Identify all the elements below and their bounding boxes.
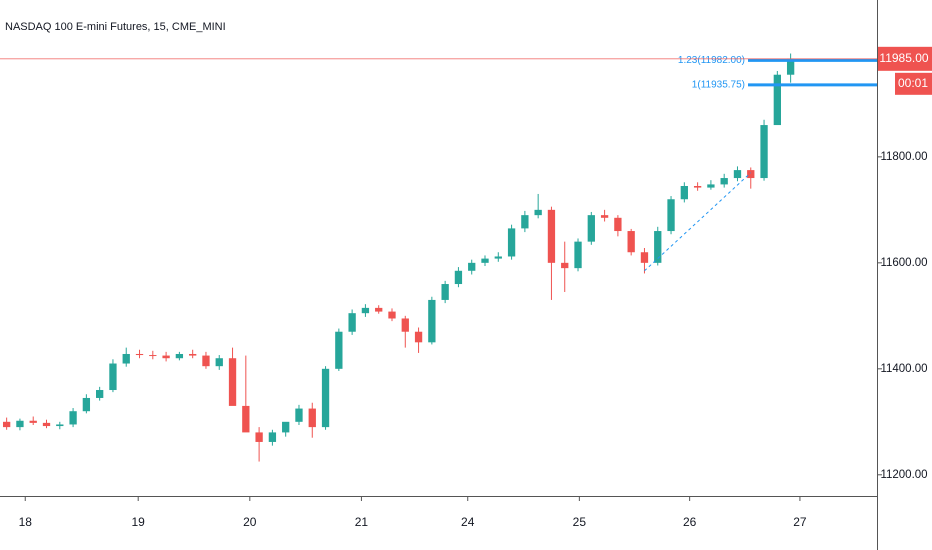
y-tick-label: 11400.00 xyxy=(880,363,927,375)
candle-body xyxy=(16,420,24,428)
candle-body xyxy=(282,421,290,433)
candle-body xyxy=(534,209,542,216)
trendline xyxy=(644,172,752,272)
candle-body xyxy=(587,215,595,242)
candle-body xyxy=(720,178,728,185)
candle-body xyxy=(454,270,463,285)
candle-body xyxy=(693,186,702,188)
x-tick-label: 21 xyxy=(355,515,369,529)
candle-body xyxy=(335,331,343,369)
candle-body xyxy=(109,363,117,391)
candle-body xyxy=(600,215,609,218)
candle-body xyxy=(82,397,91,412)
candle-body xyxy=(255,432,263,442)
candle-body xyxy=(521,215,529,229)
candle-body xyxy=(574,241,582,269)
y-tick-label: 11800.00 xyxy=(880,151,927,163)
candle-body xyxy=(494,256,502,259)
candle-body xyxy=(441,284,449,300)
candle-body xyxy=(773,74,781,126)
candle-body xyxy=(468,262,476,271)
last-price-label: 11985.00 xyxy=(879,51,928,65)
x-tick-label: 20 xyxy=(243,515,257,529)
candle-body xyxy=(760,125,768,179)
chart-title: NASDAQ 100 E-mini Futures, 15, CME_MINI xyxy=(5,21,226,33)
candle-body xyxy=(215,358,223,367)
candle-body xyxy=(627,231,635,253)
candle-body xyxy=(69,411,77,425)
y-tick-label: 11200.00 xyxy=(880,469,927,481)
candle-body xyxy=(640,252,649,263)
candle-body xyxy=(122,353,130,364)
candle-body xyxy=(361,307,370,314)
candle-body xyxy=(388,311,396,319)
candle-body xyxy=(680,186,688,200)
candle-body xyxy=(654,231,662,263)
candle-body xyxy=(56,424,64,427)
candle-body xyxy=(348,313,356,332)
candle-body xyxy=(42,422,51,427)
candle-body xyxy=(375,307,383,312)
x-tick-label: 19 xyxy=(132,515,146,529)
candle-body xyxy=(189,353,197,356)
candle-body xyxy=(295,408,303,422)
x-tick-label: 18 xyxy=(19,515,33,529)
last-price-box xyxy=(878,46,932,71)
x-tick-label: 25 xyxy=(573,515,587,529)
candle-body xyxy=(614,217,622,232)
candle-body xyxy=(135,353,144,356)
candle-body xyxy=(149,355,157,357)
candle-body xyxy=(786,58,795,75)
candle-body xyxy=(561,262,569,269)
candle-body xyxy=(507,228,516,257)
candle-body xyxy=(707,184,715,188)
candle-body xyxy=(401,318,409,332)
x-tick-label: 26 xyxy=(683,515,697,529)
candle-body xyxy=(308,408,316,428)
countdown-box xyxy=(895,72,932,95)
candle-body xyxy=(428,299,436,343)
candle-body xyxy=(242,405,250,433)
candle-body xyxy=(321,368,330,428)
candle-body xyxy=(268,432,277,442)
fib-label: 1(11935.75) xyxy=(692,80,745,91)
candle-body xyxy=(29,420,37,423)
candle-body xyxy=(547,209,556,263)
x-tick-label: 24 xyxy=(461,515,475,529)
x-tick-label: 27 xyxy=(793,515,807,529)
y-tick-label: 11600.00 xyxy=(880,257,927,269)
candle-body xyxy=(2,421,11,428)
candle-body xyxy=(414,331,423,343)
candle-body xyxy=(747,170,755,179)
candle-body xyxy=(733,170,742,179)
candle-body xyxy=(175,353,184,359)
candle-body xyxy=(228,358,237,406)
countdown-label: 00:01 xyxy=(898,76,928,90)
candle-body xyxy=(202,355,210,367)
candle-body xyxy=(481,258,489,263)
fib-label: 1.23(11982.00) xyxy=(678,55,745,66)
candle-body xyxy=(162,355,170,359)
candle-body xyxy=(96,390,104,398)
candle-body xyxy=(667,199,675,232)
